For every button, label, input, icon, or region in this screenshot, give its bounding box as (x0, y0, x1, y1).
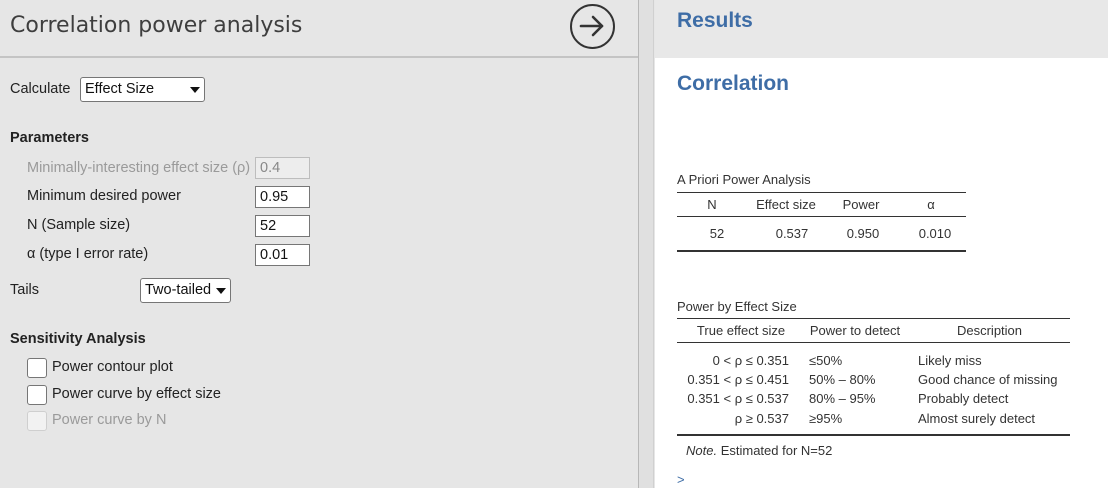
chevron-down-icon (216, 288, 226, 294)
table-cell: Good chance of missing (918, 372, 1058, 387)
results-header: Results (655, 0, 1108, 58)
options-header: Correlation power analysis (0, 0, 638, 58)
tails-label: Tails (10, 282, 40, 298)
table-cell: ≤50% (809, 353, 843, 368)
apriori-header-power: Power (842, 197, 880, 212)
power-curve-n-label: Power curve by N (52, 412, 167, 428)
table-cell: 0 < ρ ≤ 0.351 (712, 353, 789, 368)
table-note: Note. Estimated for N=52 (686, 443, 832, 458)
options-panel: Correlation power analysis Calculate Eff… (0, 0, 638, 431)
power-field[interactable]: 0.95 (255, 186, 310, 208)
table-cell: Likely miss (918, 353, 982, 368)
note-label: Note. (686, 443, 718, 458)
apriori-caption: A Priori Power Analysis (677, 172, 811, 187)
table-cell: 80% – 95% (809, 391, 876, 406)
apriori-cell-effect: 0.537 (775, 226, 809, 241)
parameters-heading: Parameters (10, 130, 89, 146)
pes-header-power: Power to detect (809, 323, 901, 338)
table-rule (677, 250, 966, 252)
calculate-label: Calculate (10, 81, 71, 97)
effect-size-label: Minimally-interesting effect size (ρ) (27, 160, 251, 176)
calculate-select-value: Effect Size (85, 81, 155, 97)
apriori-cell-alpha: 0.010 (918, 226, 952, 241)
run-analysis-button[interactable] (570, 4, 615, 49)
table-cell: ρ ≥ 0.537 (734, 411, 789, 426)
power-curve-es-label[interactable]: Power curve by effect size (52, 386, 221, 402)
table-cell: 50% – 80% (809, 372, 876, 387)
analysis-title: Correlation power analysis (10, 13, 303, 38)
table-rule (677, 434, 1070, 436)
table-cell: ≥95% (809, 411, 843, 426)
table-cell: Probably detect (918, 391, 1009, 406)
calculate-select[interactable]: Effect Size (80, 77, 205, 102)
tails-select-value: Two-tailed (145, 282, 212, 298)
alpha-field[interactable]: 0.01 (255, 244, 310, 266)
power-contour-checkbox[interactable] (27, 358, 47, 378)
panel-splitter[interactable] (638, 0, 654, 488)
table-rule (677, 318, 1070, 319)
chevron-down-icon (190, 87, 200, 93)
results-panel: Results Correlation A Priori Power Analy… (655, 0, 1108, 488)
power-label: Minimum desired power (27, 188, 181, 204)
table-cell: Almost surely detect (918, 411, 1036, 426)
sample-size-field[interactable]: 52 (255, 215, 310, 237)
power-contour-label[interactable]: Power contour plot (52, 359, 173, 375)
apriori-cell-n: 52 (709, 226, 725, 241)
table-cell: 0.351 < ρ ≤ 0.537 (687, 391, 789, 406)
power-curve-n-checkbox (27, 411, 47, 431)
effect-size-field: 0.4 (255, 157, 310, 179)
pes-header-desc: Description (956, 323, 1023, 338)
pes-header-true: True effect size (696, 323, 786, 338)
table-rule (677, 216, 966, 217)
apriori-header-effect: Effect size (756, 197, 816, 212)
table-rule (677, 192, 966, 193)
correlation-heading: Correlation (677, 72, 790, 95)
table-rule (677, 342, 1070, 343)
power-curve-es-checkbox[interactable] (27, 385, 47, 405)
apriori-header-n: N (707, 197, 717, 212)
alpha-label: α (type I error rate) (27, 246, 149, 262)
sensitivity-heading: Sensitivity Analysis (10, 331, 146, 347)
expand-chevron[interactable]: > (677, 472, 685, 487)
apriori-cell-power: 0.950 (846, 226, 880, 241)
results-title: Results (677, 9, 753, 32)
sample-size-label: N (Sample size) (27, 217, 131, 233)
apriori-header-alpha: α (927, 197, 935, 212)
table-cell: 0.351 < ρ ≤ 0.451 (687, 372, 789, 387)
power-by-es-caption: Power by Effect Size (677, 299, 797, 314)
note-text: Estimated for N=52 (717, 443, 833, 458)
tails-select[interactable]: Two-tailed (140, 278, 231, 303)
